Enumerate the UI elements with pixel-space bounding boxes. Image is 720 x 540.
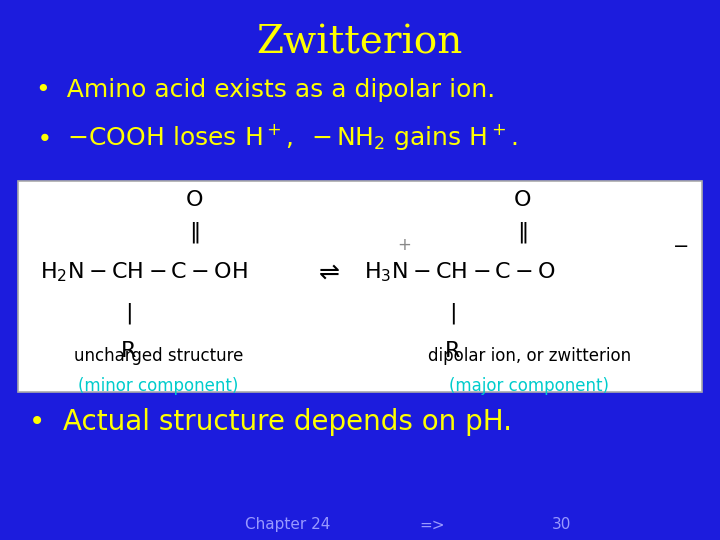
Text: $\mathsf{R}$: $\mathsf{R}$ (120, 341, 137, 361)
Text: $|$: $|$ (449, 301, 456, 326)
Text: (major component): (major component) (449, 377, 609, 395)
Text: Chapter 24: Chapter 24 (246, 517, 330, 532)
Text: $\mathsf{+}$: $\mathsf{+}$ (397, 235, 411, 254)
Text: $\mathsf{H_2N-CH-C-OH}$: $\mathsf{H_2N-CH-C-OH}$ (40, 261, 248, 285)
Text: =>: => (419, 517, 445, 532)
Text: (minor component): (minor component) (78, 377, 238, 395)
Text: $\mathsf{H_3N-CH-C-O}$: $\mathsf{H_3N-CH-C-O}$ (364, 261, 556, 285)
Text: $|$: $|$ (125, 301, 132, 326)
Text: •  Amino acid exists as a dipolar ion.: • Amino acid exists as a dipolar ion. (36, 78, 495, 102)
FancyBboxPatch shape (18, 181, 702, 392)
Text: $\mathsf{\|}$: $\mathsf{\|}$ (517, 220, 527, 245)
Text: $\mathsf{R}$: $\mathsf{R}$ (444, 341, 461, 361)
Text: $\mathsf{-}$: $\mathsf{-}$ (672, 235, 688, 254)
Text: •  Actual structure depends on pH.: • Actual structure depends on pH. (29, 408, 512, 436)
Text: dipolar ion, or zwitterion: dipolar ion, or zwitterion (428, 347, 631, 366)
Text: $\bullet$  $\mathsf{-COOH\ loses\ H}^+\mathsf{,\ -NH}_2\mathsf{\ gains\ H}^+\mat: $\bullet$ $\mathsf{-COOH\ loses\ H}^+\ma… (36, 122, 517, 152)
Text: Zwitterion: Zwitterion (257, 24, 463, 62)
Text: 30: 30 (552, 517, 571, 532)
Text: $\rightleftharpoons$: $\rightleftharpoons$ (315, 261, 341, 285)
Text: $\mathsf{O}$: $\mathsf{O}$ (185, 190, 204, 210)
Text: uncharged structure: uncharged structure (73, 347, 243, 366)
Text: $\mathsf{\|}$: $\mathsf{\|}$ (189, 220, 199, 245)
Text: $\mathsf{O}$: $\mathsf{O}$ (513, 190, 531, 210)
